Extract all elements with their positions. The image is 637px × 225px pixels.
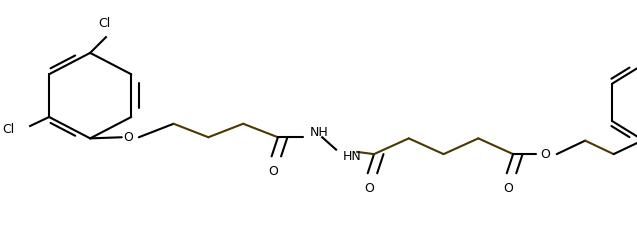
Text: NH: NH — [310, 126, 328, 139]
Text: Cl: Cl — [2, 123, 15, 136]
Text: O: O — [123, 131, 133, 144]
Text: O: O — [504, 182, 513, 195]
Text: Cl: Cl — [98, 17, 110, 30]
Text: O: O — [364, 182, 375, 195]
Text: O: O — [269, 165, 278, 178]
Text: HN: HN — [343, 150, 361, 163]
Text: O: O — [540, 148, 550, 161]
